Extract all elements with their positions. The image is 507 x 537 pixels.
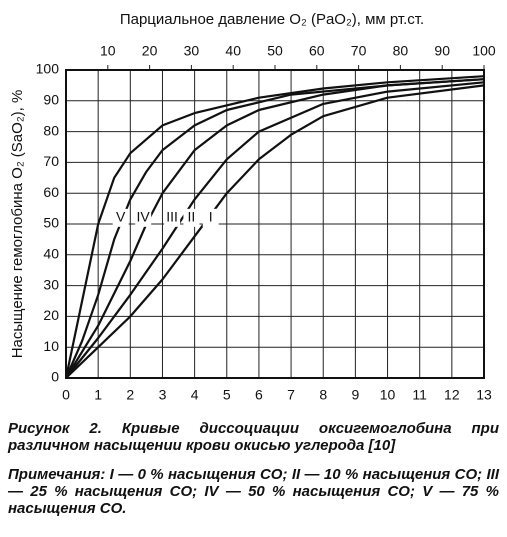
x-tick-label: 1 [94,387,102,403]
x-tick-label: 12 [444,387,460,403]
series-label: III [166,209,178,225]
x2-tick-label: 100 [472,43,496,59]
series-label: V [116,209,126,225]
x2-axis-title: Парциальное давление O₂ (PaO₂), мм рт.ст… [120,11,424,28]
curve [64,78,485,379]
y-tick-label: 20 [43,307,59,323]
x-tick-label: 0 [62,387,70,403]
x-tick-label: 6 [255,387,263,403]
series-label: II [188,209,196,225]
y-tick-label: 70 [43,153,59,169]
x2-tick-label: 50 [267,43,283,59]
x2-tick-label: 70 [351,43,367,59]
y-tick-label: 90 [43,92,59,108]
x2-tick-label: 10 [100,43,116,59]
y-tick-label: 10 [43,338,59,354]
x2-tick-label: 60 [309,43,325,59]
curve [64,75,485,379]
plot-frame [65,69,485,379]
chart: Парциальное давление O₂ (PaO₂), мм рт.ст… [9,11,496,403]
x-tick-label: 2 [126,387,134,403]
x2-tick-label: 20 [142,43,158,59]
y-tick-label: 100 [36,61,60,77]
series-label-bg [183,208,200,227]
curve [65,81,485,379]
caption-title: Рисунок 2. Кривые диссоциации оксигемогл… [8,420,499,454]
curve [65,84,485,379]
series-label-bg [112,208,129,227]
series-label-bg [164,208,181,227]
x-tick-label: 10 [380,387,396,403]
y-tick-label: 80 [43,122,59,138]
series-label-bg [202,208,219,227]
y-axis-title: Насыщение гемоглобина O₂ (SaO₂), % [9,90,26,359]
series-label: IV [137,209,151,225]
y-tick-label: 0 [51,369,59,385]
y-tick-label: 50 [43,215,59,231]
x2-tick-label: 30 [184,43,200,59]
x2-tick-label: 80 [393,43,409,59]
y-tick-label: 40 [43,246,59,262]
x-tick-label: 9 [351,387,359,403]
y-tick-label: 30 [43,276,59,292]
curve [65,78,485,379]
x-tick-label: 8 [319,387,327,403]
x2-tick-label: 40 [225,43,241,59]
caption-notes: Примечания: I — 0 % насыщения CO; II — 1… [8,466,499,517]
y-tick-label: 60 [43,184,59,200]
x-tick-label: 13 [476,387,492,403]
x-tick-label: 3 [159,387,167,403]
x-tick-label: 4 [191,387,199,403]
series-label-bg [135,208,152,227]
x-tick-label: 5 [223,387,231,403]
x-tick-label: 7 [287,387,295,403]
x-tick-label: 11 [412,387,427,403]
x2-tick-label: 90 [434,43,450,59]
series-label: I [209,209,213,225]
